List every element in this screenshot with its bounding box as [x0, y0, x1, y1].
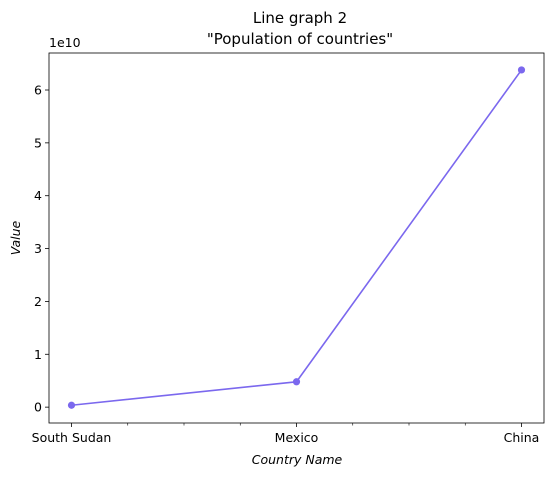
chart-subtitle: "Population of countries": [207, 30, 393, 48]
data-point: [67, 401, 76, 409]
x-tick-label: China: [504, 430, 540, 445]
x-axis-label: Country Name: [252, 452, 343, 467]
y-tick-label: 2: [34, 294, 42, 309]
plot-frame: [48, 52, 545, 424]
chart-title: Line graph 2: [253, 9, 347, 27]
y-axis-label: Value: [8, 220, 23, 255]
plot-area: 0 1 2 3 4 5 6 South Sudan Mexico China: [32, 52, 545, 445]
x-tick-label: Mexico: [275, 430, 319, 445]
y-axis-offset-label: 1e10: [49, 35, 81, 50]
y-tick-label: 4: [34, 188, 42, 203]
x-tick-label: South Sudan: [32, 430, 112, 445]
y-tick-label: 3: [34, 241, 42, 256]
data-point: [292, 378, 301, 386]
data-point: [517, 66, 526, 74]
y-tick-label: 5: [34, 135, 42, 150]
y-tick-label: 1: [34, 347, 42, 362]
series-line: [71, 69, 523, 407]
y-tick-label: 6: [34, 83, 42, 98]
y-tick-label: 0: [34, 400, 42, 415]
